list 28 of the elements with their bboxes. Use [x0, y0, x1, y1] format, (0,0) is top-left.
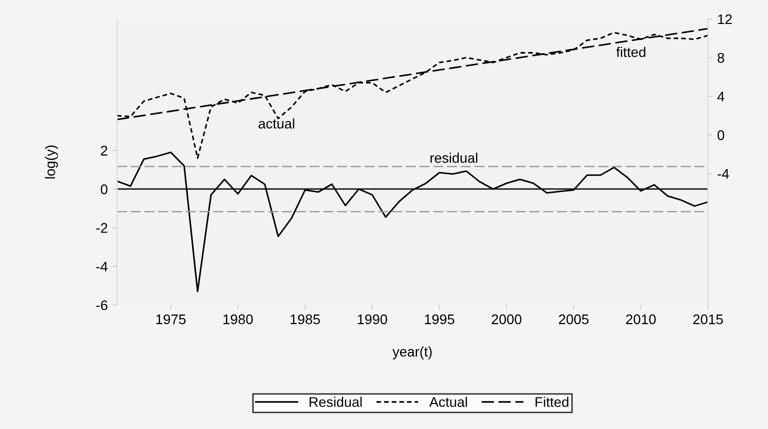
line-series — [117, 152, 708, 292]
y-axis-title: log(y) — [44, 145, 58, 178]
y2-tick-label: 8 — [718, 52, 724, 63]
y2-tick-label: 12 — [718, 14, 732, 24]
y-tick-label: -2 — [96, 223, 108, 233]
y-tick-label: 2 — [100, 146, 108, 156]
annotation: residual — [430, 152, 478, 163]
x-tick-label: 2015 — [693, 314, 723, 324]
annotation: fitted — [616, 46, 646, 58]
y-tick-label: -4 — [96, 262, 108, 272]
legend-label: Fitted — [536, 396, 568, 407]
y-tick-label: -6 — [96, 300, 108, 310]
x-tick-label: 1995 — [424, 314, 454, 324]
x-tick-label: 1985 — [290, 314, 320, 324]
x-tick-label: 2005 — [558, 314, 589, 324]
y2-tick-label: -4 — [718, 169, 729, 179]
y-tick-label: 0 — [100, 184, 108, 194]
y2-tick-label: 4 — [717, 92, 724, 102]
y2-tick-label: 0 — [718, 130, 724, 140]
x-axis-title: year(t) — [392, 346, 432, 360]
legend-label: Residual — [310, 396, 362, 407]
x-tick-label: 1975 — [156, 314, 186, 324]
x-tick-label: 1980 — [224, 314, 253, 324]
annotation: actual — [258, 118, 294, 129]
legend-label: Actual — [429, 396, 467, 407]
x-tick-label: 2000 — [492, 314, 522, 324]
x-tick-label: 2010 — [626, 314, 656, 324]
x-tick-label: 1990 — [358, 314, 388, 324]
